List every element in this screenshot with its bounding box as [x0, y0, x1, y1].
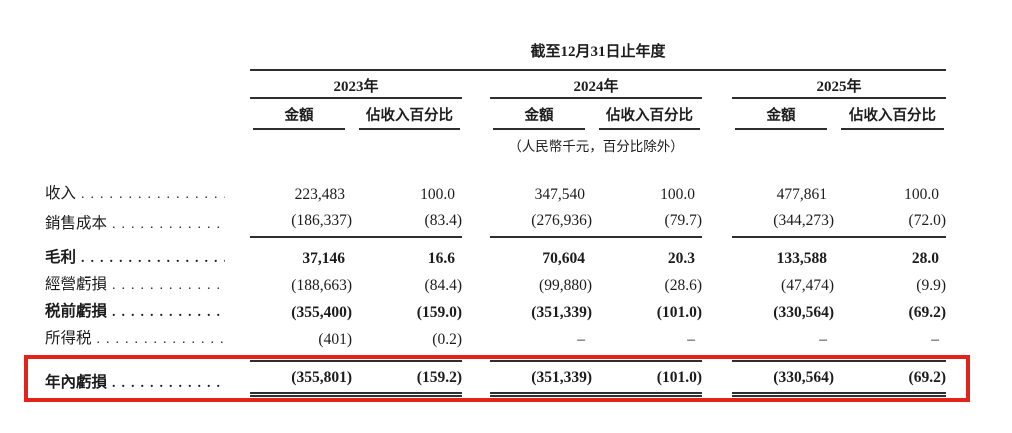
row-label: 經營虧損 [45, 272, 250, 299]
table-row: 毛利 37,146 16.6 70,604 20.3 133,588 28.0 [0, 245, 1012, 272]
dot-leader [97, 327, 225, 353]
value-cell: (28.6) [664, 277, 702, 294]
subheader-percent-2023: 佔收入百分比 [359, 99, 460, 130]
value-cell: 37,146 [302, 250, 345, 267]
row-label: 所得税 [45, 326, 250, 353]
table-row: 税前虧損 (355,400) (159.0) (351,339) (101.0) (330… [0, 299, 1012, 326]
value-cell: (99,880) [539, 277, 592, 294]
value-cell: (101.0) [656, 304, 702, 321]
value-cell: (47,474) [781, 277, 834, 294]
value-cell: – [577, 331, 585, 348]
value-cell: (83.4) [352, 208, 462, 238]
value-cell: 16.6 [427, 250, 455, 267]
table-subheader-row: 金額 佔收入百分比 金額 佔收入百分比 金額 佔收入百分比 [0, 99, 1012, 130]
year-header-2023: 2023年 [250, 71, 462, 99]
year-header-2025: 2025年 [732, 71, 946, 99]
period-header: 截至12月31日止年度 [250, 40, 946, 71]
table-period-header-row: 截至12月31日止年度 [0, 40, 1012, 71]
value-cell: (330,564) [773, 304, 834, 321]
table-row: 經營虧損 (188,663) (84.4) (99,880) (28.6) (47,474… [0, 272, 1012, 299]
dot-leader [112, 212, 225, 238]
value-cell: (159.0) [416, 304, 462, 321]
value-cell: (101.0) [592, 360, 702, 397]
value-cell: (186,337) [250, 208, 352, 238]
value-cell: 477,861 [776, 186, 827, 203]
value-cell: 223,483 [294, 186, 345, 203]
value-cell: (9.9) [916, 277, 946, 294]
value-cell: (69.2) [834, 360, 946, 397]
table-row: 收入 223,483 100.0 347,540 100.0 477,861 100.0 [0, 181, 1012, 208]
value-cell: 20.3 [667, 250, 695, 267]
dot-leader [112, 273, 225, 299]
row-label: 年內虧損 [45, 370, 250, 397]
subheader-amount-2023: 金額 [253, 99, 345, 130]
table-year-header-row: 2023年 2024年 2025年 [0, 71, 1012, 99]
value-cell: (351,339) [490, 360, 592, 397]
dot-leader [112, 300, 225, 326]
dot-leader [81, 246, 225, 272]
value-cell: – [931, 331, 939, 348]
value-cell: (69.2) [908, 304, 946, 321]
value-cell: (355,400) [291, 304, 352, 321]
value-cell: (351,339) [531, 304, 592, 321]
value-cell: 70,604 [542, 250, 585, 267]
value-cell: (79.7) [592, 208, 702, 238]
table-row: 銷售成本(186,337)(83.4) (276,936)(79.7) (344,2… [0, 208, 1012, 238]
value-cell: 100.0 [904, 186, 939, 203]
value-cell: (0.2) [432, 331, 462, 348]
dot-leader [81, 182, 225, 208]
value-cell: (330,564) [732, 360, 834, 397]
value-cell: (355,801) [250, 360, 352, 397]
row-label: 毛利 [45, 245, 250, 272]
table-unit-note-row: （人民幣千元，百分比除外） [0, 130, 1012, 155]
table-row: 所得税 (401) (0.2) – – – – [0, 326, 1012, 353]
value-cell: 347,540 [534, 186, 585, 203]
table-total-row: 年內虧損(355,801)(159.2) (351,339)(101.0) (330… [28, 360, 966, 397]
highlight-box: 年內虧損(355,801)(159.2) (351,339)(101.0) (330… [24, 355, 970, 402]
table-body: 收入 223,483 100.0 347,540 100.0 477,861 100.0 銷售… [0, 181, 1012, 353]
value-cell: 133,588 [776, 250, 827, 267]
subheader-percent-2025: 佔收入百分比 [841, 99, 944, 130]
value-cell: (344,273) [732, 208, 834, 238]
dot-leader [112, 371, 225, 397]
subheader-amount-2024: 金額 [493, 99, 585, 130]
row-label: 收入 [45, 181, 250, 208]
value-cell: (72.0) [834, 208, 946, 238]
value-cell: (159.2) [352, 360, 462, 397]
value-cell: (84.4) [424, 277, 462, 294]
value-cell: (401) [318, 331, 352, 348]
unit-note: （人民幣千元，百分比除外） [508, 139, 684, 154]
subheader-amount-2025: 金額 [735, 99, 827, 130]
value-cell: 100.0 [420, 186, 455, 203]
row-label: 銷售成本 [45, 211, 250, 238]
subheader-percent-2024: 佔收入百分比 [599, 99, 700, 130]
value-cell: (276,936) [490, 208, 592, 238]
value-cell: 100.0 [660, 186, 695, 203]
row-label: 税前虧損 [45, 299, 250, 326]
value-cell: 28.0 [911, 250, 939, 267]
year-header-2024: 2024年 [490, 71, 702, 99]
value-cell: (188,663) [291, 277, 352, 294]
value-cell: – [819, 331, 827, 348]
value-cell: – [687, 331, 695, 348]
